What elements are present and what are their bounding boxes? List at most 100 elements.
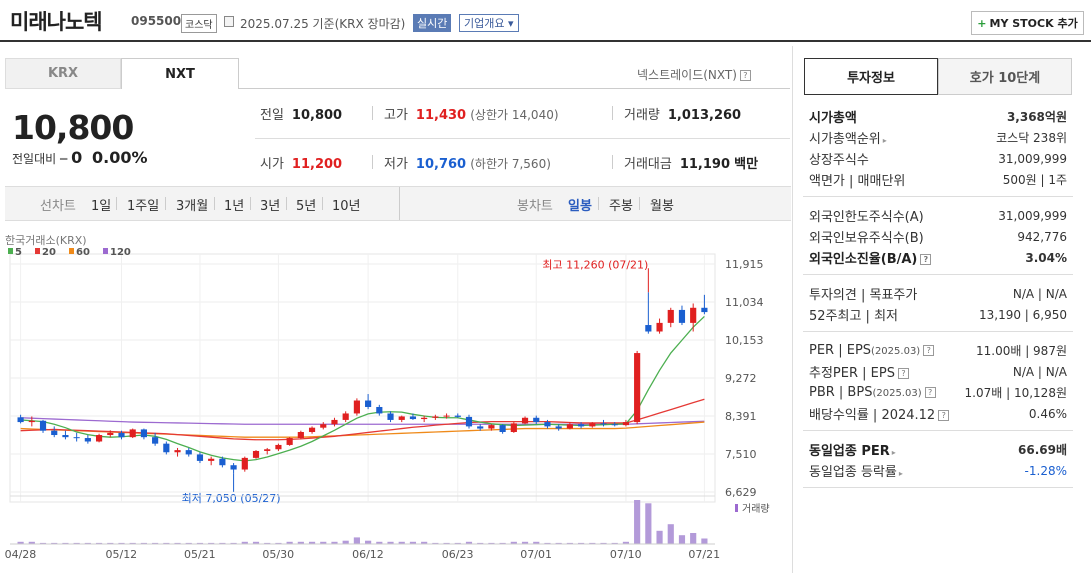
info-value: 500원 | 1주 [1002, 173, 1067, 187]
volume-bar [477, 542, 484, 544]
info-value: 1.07배 | 10,128원 [964, 386, 1067, 400]
info-value: 942,776 [1017, 229, 1067, 244]
period-monthly[interactable]: 월봉 [650, 199, 674, 214]
volume-legend-label: 거래량 [742, 503, 770, 515]
stock-header [0, 0, 1091, 42]
realtime-button[interactable]: 실시간 [413, 14, 452, 32]
candle [129, 429, 136, 438]
candle [107, 432, 114, 436]
candle [578, 424, 585, 427]
candle [611, 424, 618, 426]
volume-bar [365, 540, 372, 544]
help-icon[interactable]: ? [923, 345, 935, 356]
divider [598, 197, 599, 210]
y-tick-label: 7,510 [725, 448, 757, 461]
document-icon [224, 16, 234, 27]
candle [95, 435, 103, 442]
upper-limit: (상한가 14,040) [470, 108, 559, 122]
period-1d[interactable]: 1일 [91, 199, 112, 214]
period-3m[interactable]: 3개월 [176, 199, 209, 214]
candle [488, 425, 495, 429]
period-daily[interactable]: 일봉 [568, 199, 592, 214]
help-icon[interactable]: ? [897, 368, 909, 379]
volume-bar [432, 542, 439, 544]
stock-name: 미래나노텍 [10, 10, 103, 34]
legend-swatch [69, 248, 74, 254]
candle [62, 435, 69, 438]
stock-code: 095500 [131, 14, 182, 28]
volume-bar [510, 541, 517, 544]
candle [409, 416, 417, 420]
info-row: 외국인보유주식수(B) 942,776 [803, 226, 1073, 247]
period-weekly[interactable]: 주봉 [609, 199, 633, 214]
info-label: 추정PER | EPS? [809, 362, 909, 381]
candle [365, 400, 372, 407]
candle [342, 413, 349, 420]
info-label: 상장주식수 [809, 153, 869, 168]
nxt-label-text: 넥스트레이드(NXT) [637, 68, 737, 82]
info-label[interactable]: 동일업종 PER ▸ [809, 444, 896, 459]
volume-bar [331, 541, 338, 544]
ma-line-ma5 [20, 315, 705, 462]
help-icon[interactable]: ? [938, 410, 950, 421]
info-label: 액면가 | 매매단위 [809, 174, 906, 189]
volume-bar [555, 542, 562, 544]
add-mystock-button[interactable]: + MY STOCK 추가 [971, 11, 1084, 35]
info-label[interactable]: 시가총액순위 ▸ [809, 132, 887, 147]
chevron-right-icon: ▸ [882, 136, 887, 145]
candle [533, 417, 540, 423]
candle [230, 465, 237, 470]
volume-bar [196, 542, 204, 544]
tab-krx[interactable]: KRX [5, 58, 121, 89]
tab-nxt[interactable]: NXT [121, 58, 239, 89]
volume-bar [84, 542, 91, 544]
help-icon[interactable]: ? [739, 70, 751, 81]
candle [566, 424, 573, 429]
candle [454, 415, 461, 417]
volume-bar [297, 541, 304, 544]
period-10y[interactable]: 10년 [332, 199, 361, 214]
info-value: 3.04% [1025, 250, 1067, 265]
candle [656, 322, 663, 332]
info-sublabel: (2025.03) [872, 388, 922, 399]
company-overview-dropdown[interactable]: 기업개요 ▾ [459, 14, 519, 32]
period-5y[interactable]: 5년 [296, 199, 317, 214]
info-row: 추정PER | EPS? N/A | N/A [803, 361, 1073, 382]
tab-orderbook[interactable]: 호가 10단계 [938, 58, 1072, 95]
candle [690, 307, 697, 323]
candle [510, 423, 517, 433]
divider [250, 197, 251, 210]
period-3y[interactable]: 3년 [260, 199, 281, 214]
info-label: 외국인소진율(B/A)? [809, 248, 932, 267]
info-label: 외국인보유주식수(B) [809, 231, 924, 246]
chart-source-label: 한국거래소(KRX) [5, 234, 87, 247]
volume-bar [320, 541, 327, 544]
y-tick-label: 11,034 [725, 296, 764, 309]
volume-label: 거래량 [624, 108, 660, 123]
volume-bar [353, 537, 360, 544]
candle [387, 413, 394, 420]
info-group: 투자의견 | 목표주가 N/A | N/A 52주최고 | 최저 13,190 | 6… [803, 281, 1073, 332]
volume-bar [645, 503, 652, 544]
help-icon[interactable]: ? [920, 254, 932, 265]
candle [73, 437, 80, 439]
period-1w[interactable]: 1주일 [127, 199, 160, 214]
volume-bar [421, 541, 428, 544]
volume-bar [28, 541, 35, 544]
volume-bar [611, 542, 618, 544]
volume-bar [387, 541, 394, 544]
volume-bar [39, 542, 47, 544]
candle [432, 416, 439, 418]
tab-invest-info[interactable]: 투자정보 [804, 58, 938, 95]
period-1y[interactable]: 1년 [224, 199, 245, 214]
info-label: 외국인한도주식수(A) [809, 210, 924, 225]
info-label[interactable]: 동일업종 등락률 ▸ [809, 465, 903, 480]
y-tick-label: 8,391 [725, 410, 757, 423]
info-group: 외국인한도주식수(A) 31,009,999 외국인보유주식수(B) 942,776 외… [803, 203, 1073, 275]
info-row: 배당수익률 | 2024.12? 0.46% [803, 403, 1073, 424]
volume-bar [174, 542, 181, 544]
open-label: 시가 [260, 157, 284, 172]
candle [701, 307, 708, 313]
help-icon[interactable]: ? [924, 387, 936, 398]
price-chart[interactable]: 11,915 11,034 10,153 9,272 8,391 7,510 6,629 04… [0, 228, 790, 573]
